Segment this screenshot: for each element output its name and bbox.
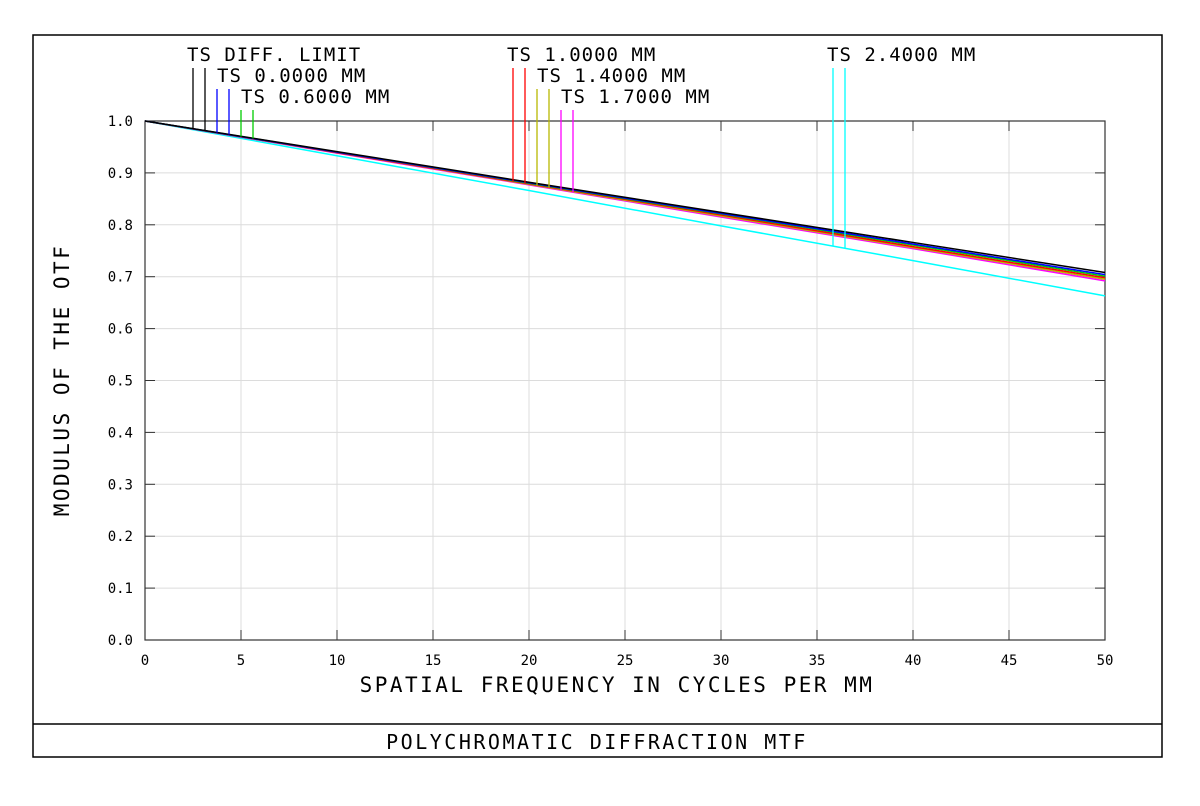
x-tick-label: 25 [617,653,634,669]
x-tick-label: 50 [1097,653,1114,669]
series-line-6 [144,120,1106,297]
x-axis-label: SPATIAL FREQUENCY IN CYCLES PER MM [360,673,875,697]
chart-title: POLYCHROMATIC DIFFRACTION MTF [386,730,808,754]
legend-label: TS DIFF. LIMIT [187,44,361,66]
legend-label: TS 0.0000 MM [217,65,366,87]
x-tick-label: 15 [425,653,442,669]
x-tick-label: 20 [521,653,538,669]
legend-label: TS 1.4000 MM [537,65,686,87]
legend-label: TS 1.7000 MM [561,86,710,108]
outer-frame [32,34,1163,758]
x-tick-label: 45 [1001,653,1018,669]
y-tick-label: 0.7 [108,270,133,286]
y-tick-label: 0.9 [108,166,133,182]
x-tick-label: 0 [141,653,149,669]
x-tick-label: 10 [329,653,346,669]
x-tick-label: 30 [713,653,730,669]
y-axis-label: MODULUS OF THE OTF [50,244,74,517]
y-tick-label: 0.2 [108,529,133,545]
y-tick-label: 0.8 [108,218,133,234]
y-tick-label: 0.6 [108,322,133,338]
legend-label: TS 2.4000 MM [827,44,976,66]
y-tick-label: 0.0 [108,633,133,649]
y-tick-label: 0.3 [108,477,133,493]
legend-label: TS 1.0000 MM [507,44,656,66]
y-tick-label: 1.0 [108,114,133,130]
y-tick-label: 0.4 [108,425,133,441]
legend-label: TS 0.6000 MM [241,86,390,108]
x-tick-label: 40 [905,653,922,669]
series-line-0 [144,120,1106,274]
y-tick-label: 0.1 [108,581,133,597]
x-tick-label: 5 [237,653,245,669]
x-tick-label: 35 [809,653,826,669]
y-tick-label: 0.5 [108,374,133,390]
